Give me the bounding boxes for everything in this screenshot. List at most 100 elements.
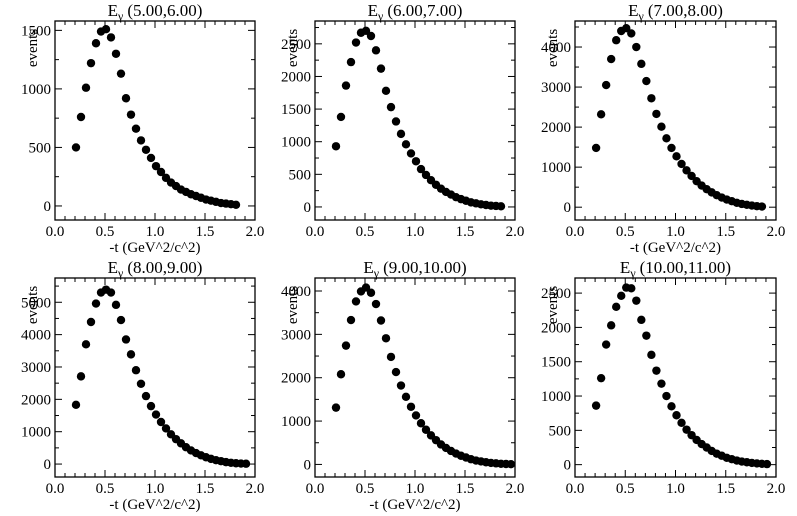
data-point <box>401 392 411 401</box>
y-tick-label: 2000 <box>541 120 571 136</box>
y-tick-label: 0 <box>564 458 572 474</box>
data-point <box>76 372 86 381</box>
y-tick-label: 2500 <box>541 286 571 302</box>
data-point <box>757 202 767 211</box>
x-tick-label: 2.0 <box>767 481 786 497</box>
x-tick-label: 2.0 <box>506 224 525 240</box>
data-point <box>106 288 116 297</box>
chart-panel-3: 0.0 0.5 1.0 1.5 2.0 0 1000 2000 3000 4000 Eγ (7.00,… <box>541 1 785 256</box>
data-point <box>406 402 416 411</box>
y-tick-label: 2000 <box>281 69 311 85</box>
data-point <box>141 145 151 154</box>
data-point <box>627 29 636 38</box>
x-tick-label: 1.5 <box>716 481 735 497</box>
data-point <box>361 283 371 292</box>
data-point <box>386 102 396 112</box>
y-axis-label: events <box>25 286 41 324</box>
y-tick-label: 1000 <box>541 389 571 405</box>
data-point <box>657 379 666 388</box>
data-point <box>101 24 111 34</box>
data-point <box>406 149 416 158</box>
data-point <box>341 81 351 90</box>
data-point <box>331 142 341 151</box>
x-tick-label: 0.5 <box>356 224 375 240</box>
title-symbol: E <box>108 258 118 277</box>
data-point <box>612 36 621 45</box>
data-point <box>396 129 406 139</box>
data-point <box>376 64 386 73</box>
data-point <box>622 24 631 33</box>
y-tick-label: 1000 <box>21 425 51 441</box>
y-axis-label: events <box>285 29 301 67</box>
data-point <box>91 39 101 48</box>
chart-panel-5: 0.0 0.5 1.0 1.5 2.0 0 1000 2000 3000 4000 Eγ (9.00,… <box>281 258 524 513</box>
data-point <box>351 297 361 306</box>
data-point <box>642 76 651 86</box>
data-point <box>131 124 141 133</box>
y-tick-label: 2000 <box>541 320 571 336</box>
x-tick-label: 1.0 <box>406 481 425 497</box>
data-point <box>146 401 156 411</box>
data-point <box>396 381 406 390</box>
data-point <box>596 110 606 119</box>
title-symbol: E <box>368 1 378 20</box>
y-tick-label: 1500 <box>21 23 51 39</box>
x-tick-label: 1.0 <box>666 224 685 240</box>
title-symbol: E <box>628 1 638 20</box>
data-point <box>662 134 671 143</box>
y-tick-label: 0 <box>44 199 52 215</box>
y-tick-label: 0 <box>304 457 312 473</box>
x-tick-label: 0.5 <box>356 481 375 497</box>
data-point <box>371 299 381 309</box>
chart-title: Eγ (10.00,11.00) <box>620 258 731 280</box>
data-point <box>351 38 361 47</box>
data-point <box>506 460 516 469</box>
data-point <box>241 459 251 468</box>
chart-title: Eγ (6.00,7.00) <box>368 1 463 23</box>
data-point <box>151 161 161 171</box>
plot-frame <box>54 20 256 221</box>
plot-frame <box>574 20 777 221</box>
data-point <box>121 94 131 103</box>
x-axis-label: -t (GeV^2/c^2) <box>109 497 200 513</box>
title-range: (7.00,8.00) <box>648 1 723 20</box>
data-point <box>346 57 356 67</box>
data-point <box>71 400 81 410</box>
data-point <box>762 459 772 469</box>
y-tick-label: 500 <box>549 423 572 439</box>
x-tick-label: 1.0 <box>406 224 425 240</box>
data-point <box>652 109 661 119</box>
y-axis-label: events <box>545 286 561 324</box>
title-subscript: γ <box>117 266 124 280</box>
x-tick-label: 0.5 <box>96 481 115 497</box>
data-point <box>86 317 96 327</box>
x-tick-label: 0.5 <box>96 224 115 240</box>
data-point <box>346 315 356 325</box>
data-point <box>391 117 401 126</box>
chart-title: Eγ (9.00,10.00) <box>363 258 466 280</box>
y-tick-label: 2500 <box>281 37 311 53</box>
x-tick-label: 0.0 <box>306 481 325 497</box>
y-tick-label: 1000 <box>281 414 311 430</box>
data-point <box>667 143 676 153</box>
data-point <box>141 391 151 401</box>
data-point <box>86 58 96 68</box>
data-point <box>496 202 506 211</box>
x-tick-label: 0.0 <box>566 481 585 497</box>
y-tick-label: 1500 <box>541 355 571 371</box>
data-point <box>121 335 131 344</box>
data-point <box>81 340 91 349</box>
x-tick-label: 1.5 <box>716 224 735 240</box>
chart-title: Eγ (7.00,8.00) <box>628 1 723 23</box>
data-point <box>421 425 431 434</box>
title-subscript: γ <box>117 9 124 23</box>
data-point <box>151 410 161 419</box>
x-tick-label: 0.0 <box>306 224 325 240</box>
chart-title: Eγ (8.00,9.00) <box>108 258 203 280</box>
data-point <box>106 33 116 42</box>
x-tick-label: 1.0 <box>146 481 165 497</box>
title-range: (6.00,7.00) <box>387 1 462 20</box>
data-point <box>366 31 376 41</box>
data-point <box>116 315 126 325</box>
data-point <box>156 167 166 177</box>
